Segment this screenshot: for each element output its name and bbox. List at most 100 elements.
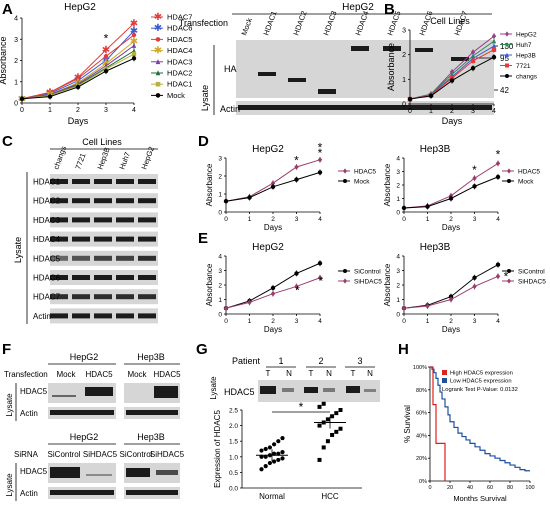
f-band-actin-si-hepg2 [50, 490, 114, 495]
data-point [330, 414, 335, 419]
legend-marker [505, 74, 509, 78]
panel-f-sirna-label: SiRNA [14, 450, 39, 459]
panel-c-lane-labels: changs 7721 Hep3B Huh7 HepG2 [51, 145, 156, 171]
x-tick-label: 20 [447, 485, 453, 491]
data-point [338, 426, 343, 431]
band-hdac1 [116, 179, 134, 184]
f-band-actin-hepg2 [50, 410, 114, 415]
y-tick-label: 1 [402, 77, 406, 84]
panel-c-header: Cell Lines [82, 137, 122, 147]
x-tick-label: 1 [426, 216, 430, 223]
data-point [449, 78, 455, 83]
y-tick-label: 80% [416, 388, 427, 394]
legend-label-sicontrol: SiControl [354, 269, 381, 276]
x-tick-label: 1 [248, 318, 252, 325]
lane-label-hep3b: Hep3B [95, 146, 111, 171]
x-tick-label: 2 [76, 107, 80, 114]
data-point [131, 51, 137, 57]
patient-1: 1 [278, 356, 283, 366]
y-tick-label: 0.0 [229, 486, 238, 493]
panel-g-letter: G [196, 341, 208, 358]
significance-star: * [504, 269, 509, 283]
panel-f-hdac5-1: HDAC5 [85, 370, 113, 379]
band-hdac5 [383, 46, 401, 51]
data-point [272, 442, 277, 447]
tn-label-t: T [309, 369, 314, 378]
x-tick-label: 1 [429, 108, 433, 115]
tn-label-n: N [367, 369, 373, 378]
band-hdac6 [94, 275, 112, 280]
y-axis-label: % Survival [403, 405, 412, 443]
data-point [317, 423, 322, 428]
band-hdac5 [50, 255, 68, 261]
panel-g-scatter: 0.0 0.5 1.0 1.5 2.0 2.5 Expression of HDAC5 Nor… [213, 400, 362, 501]
legend-marker [343, 269, 347, 273]
panel-f-sihdac5-1: SiHDAC5 [83, 450, 118, 459]
data-point [19, 96, 25, 101]
y-tick-label: 100% [413, 365, 427, 371]
panel-d: D HepG2 Hep3B 0 1 2 3 4 0 1 2 3 Days Absorbance HDA… [198, 133, 540, 232]
row-label-actin: Actin [33, 312, 51, 321]
significance-star: * [496, 148, 501, 162]
significance-star: * [318, 146, 323, 160]
legend-label-hdac6: HDAC6 [167, 24, 192, 33]
band-hdac6 [138, 275, 156, 280]
panel-b-growth-chart: 0 1 2 3 4 0 1 2 3 Days Absorbance HepG2 Huh7 Hep3B 772… [386, 28, 538, 127]
x-tick-label: 4 [496, 216, 500, 223]
g-blot [258, 380, 380, 402]
y-tick-label: 2 [14, 58, 18, 65]
legend-marker [505, 52, 509, 57]
data-point [325, 439, 330, 444]
data-point [294, 271, 299, 276]
band-hdac5 [116, 255, 134, 261]
x-axis-label: Days [68, 116, 89, 126]
panel-f-sicontrol-1: SiControl [48, 450, 81, 459]
y-tick-label: 3 [396, 169, 400, 176]
data-point [263, 464, 268, 469]
band-hdac3 [138, 217, 156, 223]
band-hdac3 [94, 217, 112, 223]
x-tick-label: 4 [318, 216, 322, 223]
legend-marker [505, 31, 509, 37]
x-tick-label: 3 [471, 108, 475, 115]
band-hdac6 [50, 275, 68, 280]
data-point [131, 32, 137, 38]
data-point [223, 305, 229, 311]
data-point [338, 408, 343, 412]
y-tick-label: 0 [396, 210, 400, 217]
legend-label-hdac5: HDAC5 [354, 169, 376, 176]
f-lysate-1: Lysate [5, 393, 14, 417]
band-hdac4 [50, 236, 68, 242]
legend-marker [343, 278, 347, 284]
data-point [425, 303, 430, 309]
f-band-sicontrol-hep3b [126, 468, 150, 477]
y-tick-label: 4 [396, 254, 400, 261]
legend-marker [507, 278, 511, 284]
band-hdac4 [94, 236, 112, 242]
lane-label-huh7: Huh7 [117, 151, 132, 171]
y-axis-label: Absorbance [383, 163, 392, 206]
y-tick-label: 1 [396, 196, 400, 203]
panel-f-sihdac5-2: SiHDAC5 [150, 450, 185, 459]
data-point [495, 160, 501, 167]
y-tick-label: 3 [396, 268, 400, 275]
y-tick-label: 1 [218, 297, 222, 304]
data-point [247, 195, 252, 200]
band-actin [94, 313, 112, 319]
data-point [317, 261, 323, 266]
legend-label-sihdac5: SiHDAC5 [354, 279, 382, 286]
legend-label-sihdac5: SiHDAC5 [518, 279, 546, 286]
x-tick-label: 2 [449, 318, 453, 325]
band-hdac6 [72, 275, 90, 280]
x-tick-label: 0 [20, 107, 24, 114]
data-point [294, 164, 299, 170]
data-point [131, 43, 137, 48]
legend-marker [507, 179, 511, 183]
y-axis-label: Absorbance [205, 163, 214, 206]
tn-label-t: T [266, 369, 271, 378]
f-row-hdac5-1: HDAC5 [20, 387, 48, 396]
legend-marker: ✱ [154, 12, 162, 23]
data-point [428, 93, 434, 99]
tn-label-n: N [286, 369, 292, 378]
y-tick-label: 2.5 [229, 408, 238, 415]
